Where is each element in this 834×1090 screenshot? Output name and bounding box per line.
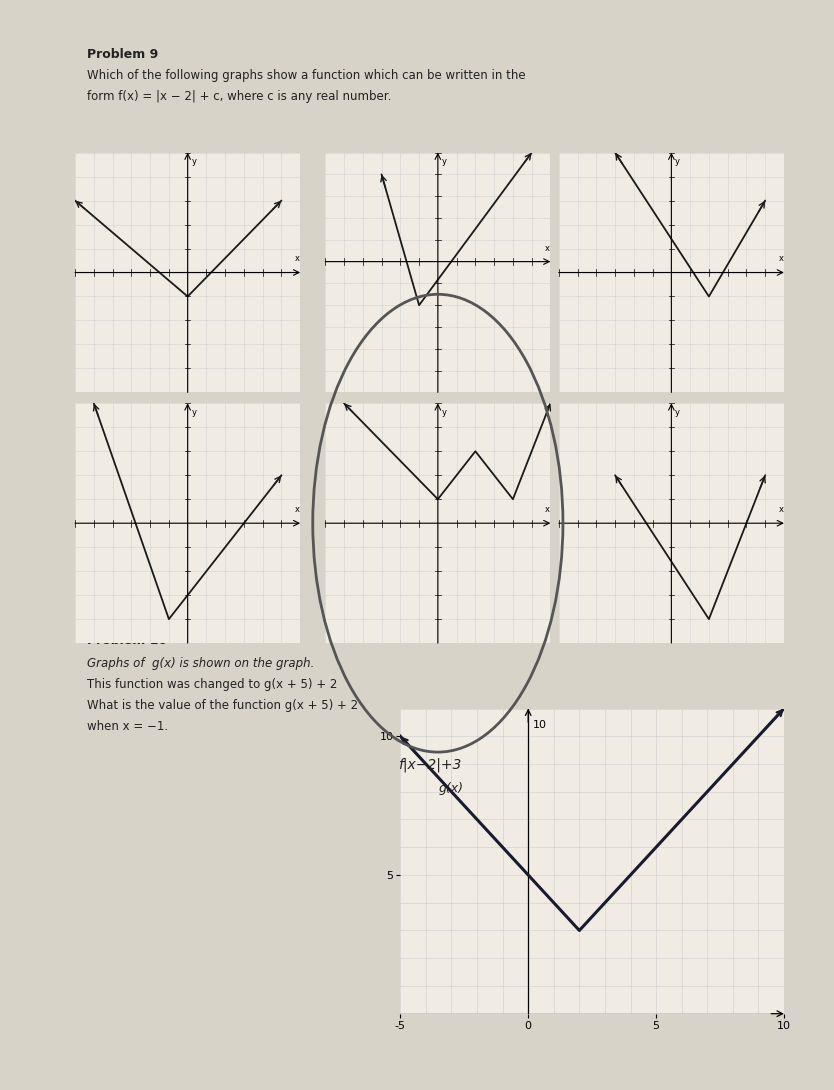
Text: y: y bbox=[676, 157, 680, 167]
Text: x: x bbox=[294, 505, 299, 513]
Text: Which of the following graphs show a function which can be written in the: Which of the following graphs show a fun… bbox=[87, 69, 525, 82]
Text: f|x−2|+3: f|x−2|+3 bbox=[398, 758, 461, 772]
Text: y: y bbox=[442, 408, 446, 417]
Text: Problem 10: Problem 10 bbox=[87, 634, 167, 647]
Text: This function was changed to g(x + 5) + 2: This function was changed to g(x + 5) + … bbox=[87, 678, 337, 691]
Text: x: x bbox=[545, 505, 550, 513]
Text: when x = −1.: when x = −1. bbox=[87, 719, 168, 732]
Text: x: x bbox=[294, 254, 299, 263]
Text: Problem 9: Problem 9 bbox=[87, 48, 158, 61]
Text: y: y bbox=[676, 408, 680, 417]
Text: y: y bbox=[442, 157, 446, 166]
Text: x: x bbox=[778, 254, 783, 263]
Text: Graphs of  g(x) is shown on the graph.: Graphs of g(x) is shown on the graph. bbox=[87, 657, 314, 670]
Text: y: y bbox=[192, 157, 196, 167]
Text: form f(x) = |x − 2| + c, where c is any real number.: form f(x) = |x − 2| + c, where c is any … bbox=[87, 89, 391, 102]
Text: x: x bbox=[778, 505, 783, 513]
Text: What is the value of the function g(x + 5) + 2: What is the value of the function g(x + … bbox=[87, 699, 358, 712]
Text: y: y bbox=[192, 408, 196, 417]
Text: g(x): g(x) bbox=[439, 782, 464, 795]
Text: 10: 10 bbox=[533, 719, 547, 730]
Text: x: x bbox=[545, 244, 550, 253]
